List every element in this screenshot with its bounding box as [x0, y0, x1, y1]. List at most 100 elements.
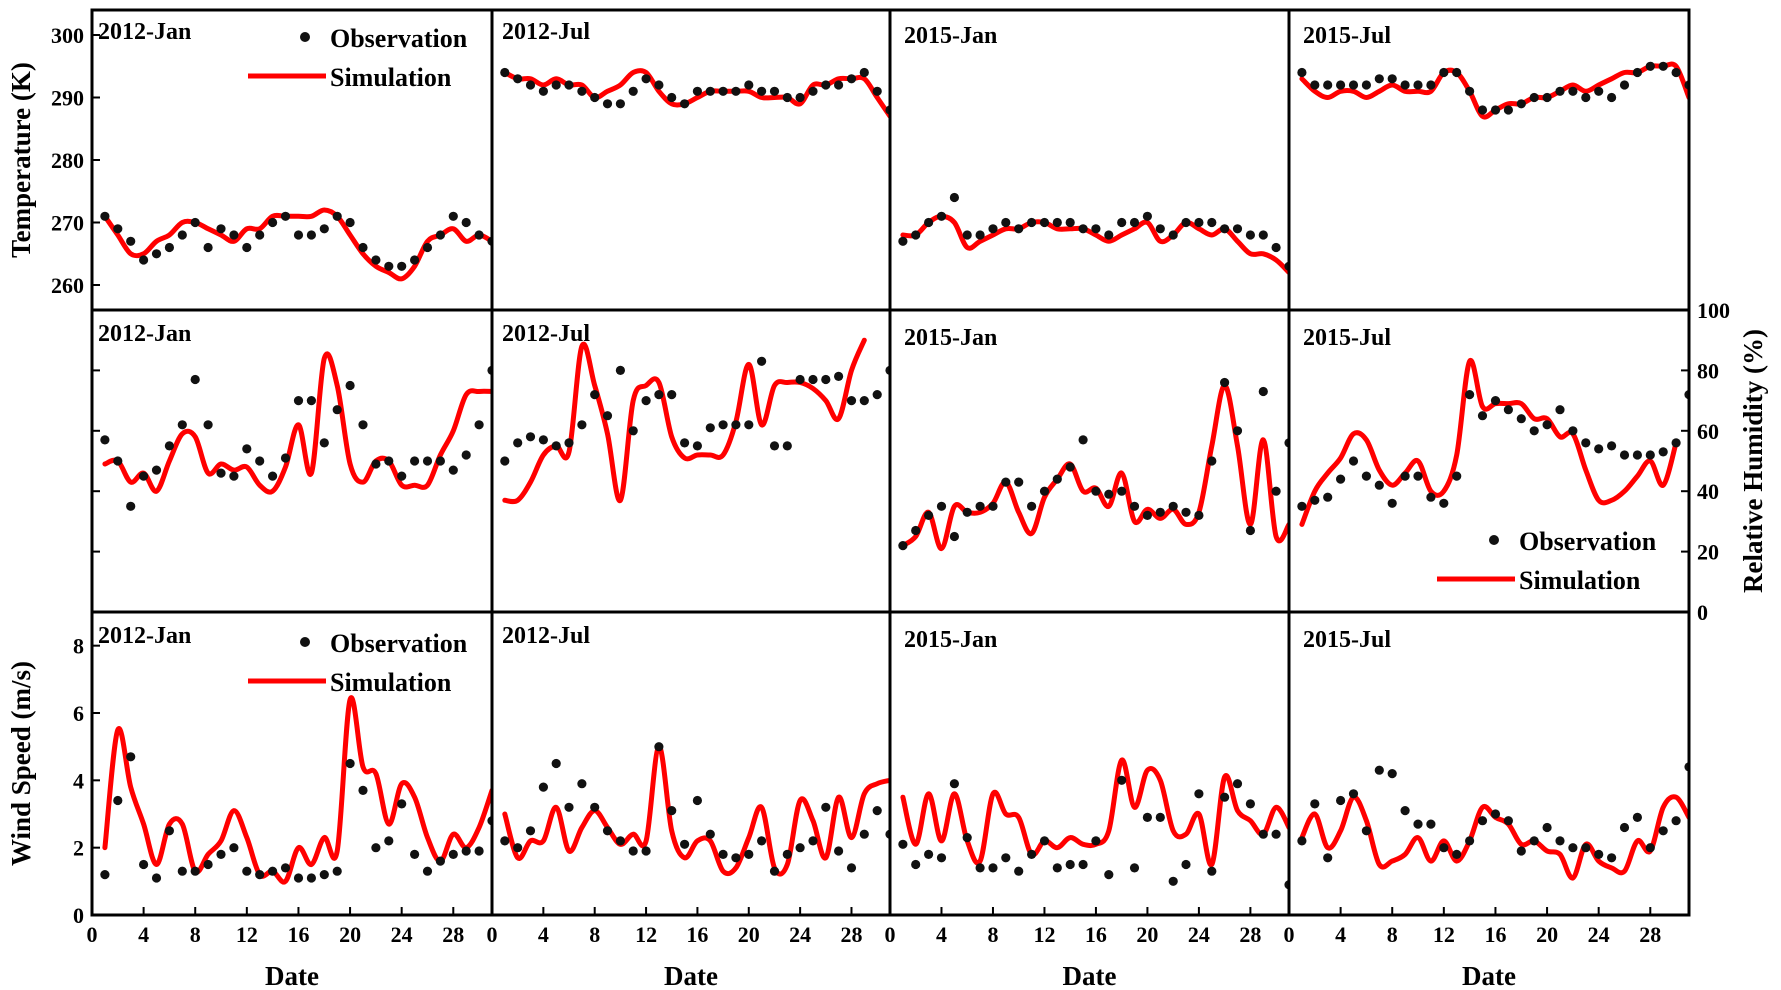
observation-point — [448, 211, 458, 221]
observation-point — [1142, 812, 1152, 823]
observation-point — [564, 438, 574, 448]
x-tick-label: 28 — [840, 922, 862, 947]
observation-point — [1400, 471, 1410, 481]
observation-point — [255, 230, 265, 240]
observation-point — [1374, 480, 1384, 490]
x-tick-label: 24 — [1188, 922, 1210, 947]
observation-point — [371, 255, 381, 265]
observation-point — [1671, 438, 1681, 448]
observation-point — [1245, 799, 1255, 809]
observation-point — [1014, 477, 1024, 487]
observation-point — [1387, 769, 1397, 779]
observation-point — [602, 826, 613, 836]
observation-point — [1336, 80, 1346, 90]
observation-point — [242, 866, 252, 876]
panel-temperature-2012-jan — [100, 207, 492, 282]
x-tick-label: 24 — [391, 922, 413, 947]
observation-point — [1490, 809, 1501, 819]
legend-observation-label: Observation — [1519, 527, 1657, 556]
x-tick-label: 4 — [936, 922, 947, 947]
observation-point — [1426, 819, 1436, 829]
panel-humidity-2012-jul — [500, 337, 890, 505]
observation-point — [164, 826, 174, 836]
simulation-series-line — [900, 757, 1289, 868]
panel-title: 2015-Jul — [1303, 627, 1391, 653]
y-tick-label: 2 — [73, 836, 84, 861]
observation-point — [332, 866, 342, 876]
observation-point — [859, 67, 869, 78]
observation-point — [936, 501, 947, 511]
observation-point — [898, 236, 908, 246]
observation-point — [1581, 92, 1591, 103]
y-tick-label: 40 — [1697, 479, 1719, 504]
observation-point — [1129, 863, 1140, 873]
observation-point — [1465, 390, 1475, 400]
observation-point — [692, 441, 703, 451]
observation-point — [1142, 211, 1152, 221]
observation-point — [474, 230, 484, 240]
simulation-series-line — [1299, 358, 1679, 527]
observation-point — [410, 849, 420, 860]
legends-layer: 2012-Jan 2012-Jul 2015-Jan 2015-Jul 2012-Jan… — [98, 19, 1657, 697]
observation-point — [1065, 859, 1075, 870]
observation-point — [590, 92, 600, 103]
observation-point — [164, 242, 174, 253]
observation-point — [177, 230, 187, 240]
panel-title: 2012-Jan — [98, 321, 191, 347]
observation-point — [1503, 816, 1513, 826]
observation-point — [821, 374, 831, 385]
observation-point — [1117, 486, 1127, 496]
y-tick-label: 60 — [1697, 419, 1719, 444]
observation-point — [293, 396, 304, 406]
observation-point — [1400, 806, 1410, 816]
observation-point — [1155, 224, 1165, 234]
observation-point — [641, 396, 651, 406]
observation-point — [577, 420, 587, 430]
y-tick-label: 20 — [1697, 540, 1719, 565]
observation-point — [139, 471, 149, 481]
observation-point — [100, 870, 110, 880]
simulation-series-line — [900, 383, 1289, 552]
observation-point — [924, 510, 934, 520]
x-tick-label: 8 — [190, 922, 201, 947]
x-tick-label: 8 — [1387, 922, 1398, 947]
observation-point — [911, 525, 921, 536]
observation-point — [151, 465, 162, 475]
observation-point — [319, 224, 329, 234]
panel-title: 2015-Jan — [904, 325, 997, 351]
observation-point — [1400, 80, 1410, 90]
observation-point — [1594, 86, 1604, 96]
observation-point — [1181, 859, 1191, 870]
x-tick-label: 20 — [1136, 922, 1158, 947]
observation-point — [757, 836, 767, 846]
y-tick-label: 300 — [51, 23, 84, 48]
x-tick-label: 12 — [1433, 922, 1455, 947]
observation-point — [474, 420, 484, 430]
observation-point — [936, 211, 947, 221]
observation-point — [808, 374, 818, 385]
observation-point — [1001, 477, 1011, 487]
observation-point — [151, 873, 162, 883]
observation-point — [1632, 812, 1642, 823]
y-tick-label: 4 — [73, 768, 84, 793]
observation-point — [1052, 217, 1062, 228]
observation-point — [1104, 489, 1114, 499]
observation-point — [306, 396, 316, 406]
observation-point — [164, 441, 174, 451]
panel-humidity-2012-jan — [100, 351, 492, 511]
observation-point — [1645, 450, 1655, 460]
observation-point — [126, 501, 136, 511]
observation-point — [846, 863, 857, 873]
x-tick-label: 0 — [87, 922, 98, 947]
observation-point — [872, 86, 882, 96]
observation-point — [924, 849, 934, 860]
observation-point — [525, 432, 536, 442]
observation-point — [590, 390, 600, 400]
observation-point — [100, 435, 110, 445]
observation-point — [924, 217, 934, 228]
observation-point — [962, 230, 972, 240]
panel-title: 2015-Jul — [1303, 325, 1391, 351]
x-tick-label: 8 — [987, 922, 998, 947]
observation-point — [1052, 863, 1062, 873]
observation-point — [872, 806, 882, 816]
